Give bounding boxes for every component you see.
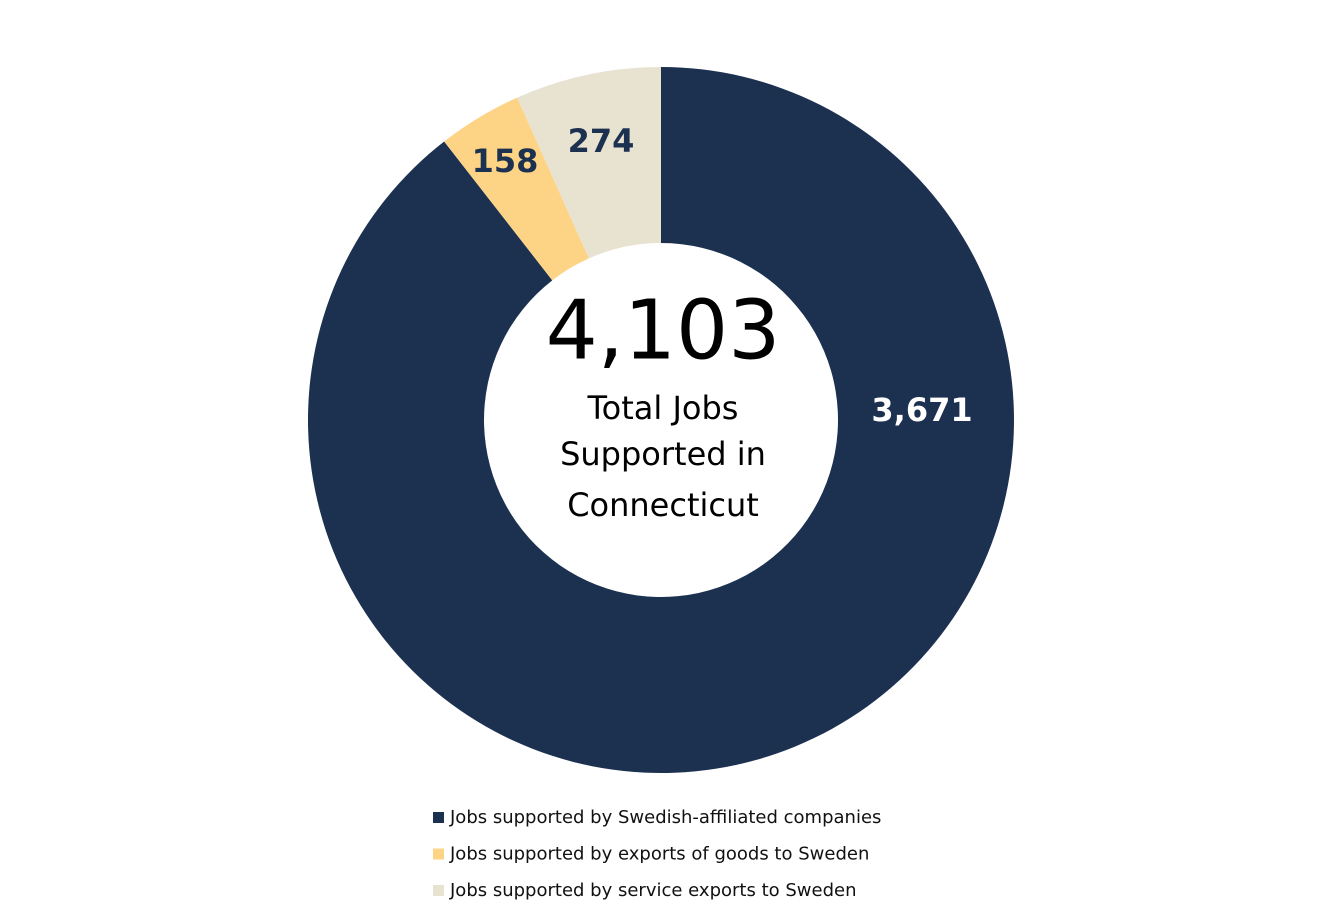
donut-slice (517, 67, 661, 259)
donut-slice (307, 67, 1015, 773)
legend-text: Jobs supported by service exports to Swe… (449, 880, 857, 901)
legend-swatch (433, 848, 444, 860)
legend-text: Jobs supported by Swedish-affiliated com… (449, 807, 881, 828)
center-text: Connecticut (567, 486, 759, 524)
legend-text: Jobs supported by exports of goods to Sw… (449, 844, 869, 865)
value-label: 158 (472, 142, 539, 180)
donut-slice (444, 97, 589, 281)
value-label: 3,671 (871, 391, 972, 429)
legend-swatch (433, 885, 444, 896)
legend-swatch (433, 812, 444, 823)
center-text: Supported in (560, 435, 766, 473)
center-text: Total Jobs (587, 389, 739, 427)
value-label: 274 (568, 122, 635, 160)
center-total: 4,103 (546, 283, 781, 378)
